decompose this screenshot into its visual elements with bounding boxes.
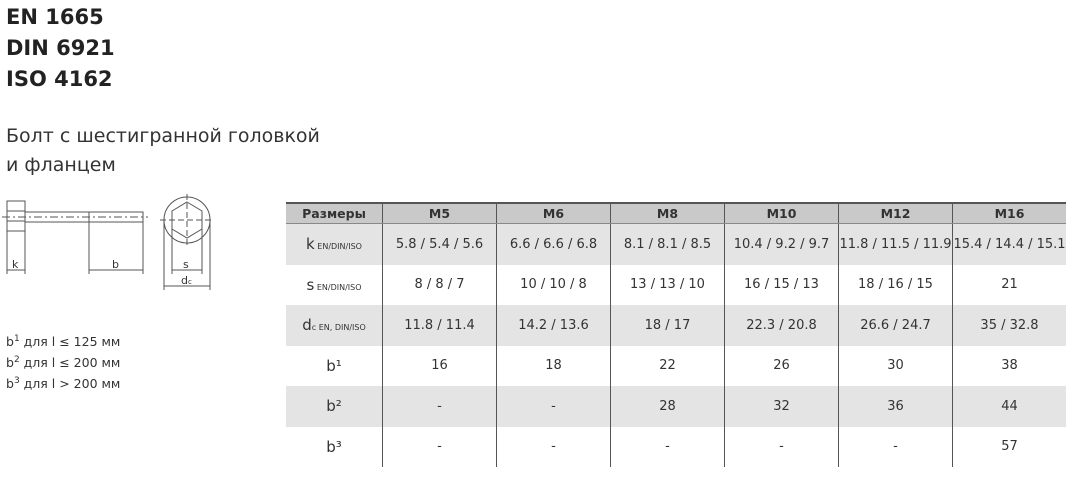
row-label: s EN/DIN/ISO (306, 275, 362, 294)
row-label: b³ (326, 437, 342, 456)
table-row: b² - -28 32 36 44 (286, 386, 1066, 427)
table-cell: 32 (724, 386, 839, 427)
header-m5: M5 (382, 202, 497, 224)
table-cell: 26.6 / 24.7 (838, 305, 953, 346)
title-line-2: и фланцем (6, 154, 116, 176)
header-m16: M16 (952, 202, 1066, 224)
table-cell: 22 (610, 345, 725, 386)
table-cell: 15.4 / 14.4 / 15.1 (952, 223, 1066, 265)
table-cell: 8 / 8 / 7 (382, 264, 497, 305)
table-cell: - (838, 426, 953, 467)
table-cell: 30 (838, 345, 953, 386)
standard-en: EN 1665 (6, 5, 104, 29)
standard-iso: ISO 4162 (6, 67, 113, 91)
table-cell: - (496, 426, 611, 467)
table-cell: - (382, 426, 497, 467)
table-cell: 11.8 / 11.4 (382, 305, 497, 346)
table-cell: 21 (952, 264, 1066, 305)
label-s: s (183, 258, 189, 271)
table-cell: - (496, 386, 611, 427)
header-m8: M8 (610, 202, 725, 224)
note-b1: b1 для l ≤ 125 мм (6, 334, 121, 350)
table-row: b³ - - - - -57 (286, 426, 1066, 467)
note-b3: b3 для l > 200 мм (6, 376, 121, 392)
header-m12: M12 (838, 202, 953, 224)
table-cell: 28 (610, 386, 725, 427)
table-row: b¹ 16 18 22 26 30 38 (286, 345, 1066, 386)
table-cell: 36 (838, 386, 953, 427)
table-cell: 10.4 / 9.2 / 9.7 (724, 223, 839, 265)
table-row: k EN/DIN/ISO 5.8 / 5.4 / 5.6 6.6 / 6.6 / 6… (286, 223, 1066, 265)
row-label: b² (286, 386, 383, 427)
table-header-row: Размеры M5 M6 M8 M10 M12 M16 (286, 202, 1066, 224)
row-label: k EN/DIN/ISO (286, 223, 383, 265)
header-sizes: Размеры (286, 202, 383, 224)
table-cell: 16 (382, 345, 497, 386)
table-cell: 26 (724, 345, 839, 386)
table-cell: - (382, 386, 497, 427)
row-label: b¹ (326, 356, 342, 375)
bolt-top-view (160, 194, 214, 290)
label-k: k (12, 258, 19, 271)
table-cell: 11.8 / 11.5 / 11.9 (838, 223, 953, 265)
table-cell: - (724, 426, 839, 467)
table-cell: 14.2 / 13.6 (496, 305, 611, 346)
bolt-side-view (2, 200, 148, 274)
table-cell: 18 / 17 (610, 305, 725, 346)
b-length-notes: b1 для l ≤ 125 мм b2 для l ≤ 200 мм b3 д… (6, 330, 120, 393)
table-cell: 18 / 16 / 15 (838, 264, 953, 305)
standard-din: DIN 6921 (6, 36, 115, 60)
table-cell: 16 / 15 / 13 (724, 264, 839, 305)
table-cell: 6.6 / 6.6 / 6.8 (496, 223, 611, 265)
row-label: dc EN, DIN/ISO (286, 305, 383, 346)
dimensions-table: Размеры M5 M6 M8 M10 M12 M16 k EN/DIN/IS… (286, 202, 1066, 467)
bolt-drawing: k b s dc (2, 194, 214, 290)
table-cell: 38 (952, 345, 1066, 386)
table-cell: 57 (952, 426, 1066, 467)
header-m6: M6 (496, 202, 611, 224)
table-cell: 13 / 13 / 10 (610, 264, 725, 305)
product-title: Болт с шестигранной головкой и фланцем (6, 122, 320, 180)
table-cell: 18 (496, 345, 611, 386)
title-line-1: Болт с шестигранной головкой (6, 125, 320, 147)
table-row: s EN/DIN/ISO 8 / 8 / 7 10 / 10 / 8 13 / 13 … (286, 264, 1066, 305)
table-cell: 44 (952, 386, 1066, 427)
table-cell: 22.3 / 20.8 (724, 305, 839, 346)
label-dc: dc (181, 274, 192, 287)
table-row: dc EN, DIN/ISO 11.8 / 11.4 14.2 / 13.6 18 /… (286, 305, 1066, 346)
note-b2: b2 для l ≤ 200 мм (6, 355, 121, 371)
table-cell: 8.1 / 8.1 / 8.5 (610, 223, 725, 265)
header-m10: M10 (724, 202, 839, 224)
table-cell: 10 / 10 / 8 (496, 264, 611, 305)
table-cell: 5.8 / 5.4 / 5.6 (382, 223, 497, 265)
label-b: b (112, 258, 119, 271)
table-cell: 35 / 32.8 (952, 305, 1066, 346)
table-cell: - (610, 426, 725, 467)
